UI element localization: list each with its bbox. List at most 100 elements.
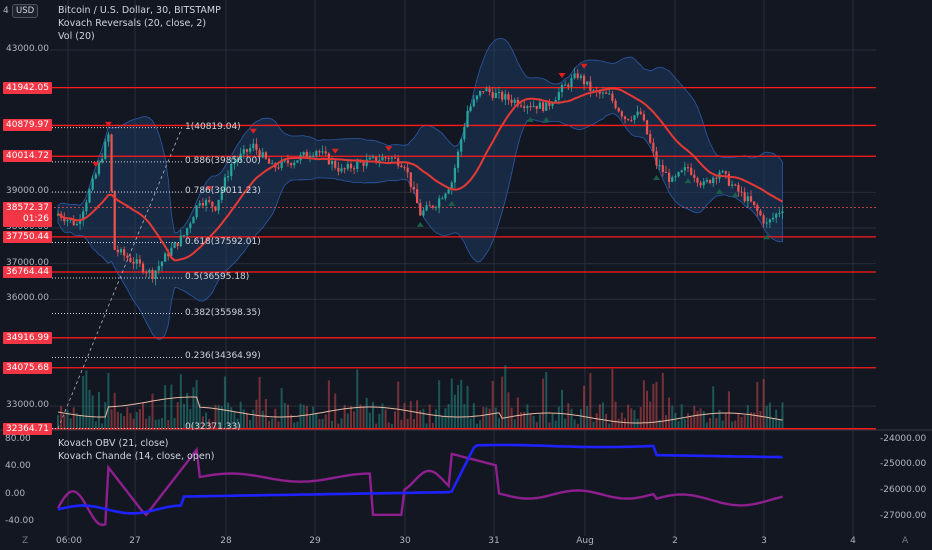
candle-body xyxy=(582,75,586,85)
candle-body xyxy=(422,210,425,216)
candle-body xyxy=(564,84,567,86)
candle-body xyxy=(208,200,211,202)
volume-bar xyxy=(419,410,422,428)
volume-bar xyxy=(409,401,412,428)
candle-body xyxy=(252,143,255,149)
volume-bar xyxy=(79,414,82,428)
volume-bar xyxy=(746,405,749,428)
candle-body xyxy=(88,189,91,203)
zoom-button[interactable]: Z xyxy=(22,536,29,546)
candle-body xyxy=(211,201,214,207)
candle-body xyxy=(456,151,460,168)
candle-body xyxy=(721,171,724,173)
price-axis-label: 39000.00 xyxy=(6,186,49,197)
volume-bar xyxy=(595,413,598,428)
candle-body xyxy=(107,134,110,142)
legend-kovach-chande[interactable]: Kovach Chande (14, close, open) xyxy=(58,451,215,462)
bar-countdown: 01:26 xyxy=(23,213,49,224)
candle-body xyxy=(290,163,293,166)
fib-level-label: 0.786(39011.23) xyxy=(185,186,261,196)
oscillator-axis-label: 80.00 xyxy=(5,434,31,445)
candle-body xyxy=(409,172,412,187)
volume-bar xyxy=(750,412,752,428)
volume-bar xyxy=(60,405,63,428)
volume-bar xyxy=(142,402,145,428)
volume-bar xyxy=(249,419,252,428)
volume-bar xyxy=(173,417,176,428)
volume-bar xyxy=(674,412,677,428)
reversal-up-marker xyxy=(731,192,739,198)
candle-body xyxy=(570,78,573,87)
candle-body xyxy=(510,99,513,103)
price-chart[interactable] xyxy=(0,0,932,431)
volume-bar xyxy=(680,404,683,428)
reversal-up-marker xyxy=(448,200,456,206)
level-price-tag: 36764.44 xyxy=(3,266,52,278)
candle-body xyxy=(293,162,296,166)
candle-body xyxy=(82,211,85,221)
reversal-up-marker xyxy=(527,116,534,122)
volume-bar xyxy=(453,394,456,428)
volume-bar xyxy=(227,402,230,428)
candle-body xyxy=(428,205,431,207)
candle-body xyxy=(123,249,126,256)
reversal-down-marker xyxy=(385,146,393,152)
volume-bar xyxy=(460,379,463,428)
volume-bar xyxy=(655,381,658,428)
candle-body xyxy=(63,217,66,222)
candle-body xyxy=(542,102,545,111)
volume-bar xyxy=(331,420,334,428)
indicator-pane[interactable] xyxy=(0,431,932,536)
volume-bar xyxy=(712,386,715,428)
volume-bar xyxy=(195,380,198,428)
volume-bar xyxy=(529,413,532,428)
candle-body xyxy=(337,167,340,172)
volume-bar xyxy=(592,421,595,428)
volume-bar xyxy=(516,397,519,428)
candle-body xyxy=(110,134,113,191)
candle-body xyxy=(113,190,116,250)
candle-body xyxy=(737,184,740,192)
volume-bar xyxy=(283,403,286,428)
candle-body xyxy=(214,206,217,211)
currency-badge[interactable]: USD xyxy=(12,4,39,18)
volume-bar xyxy=(261,410,264,428)
volume-bar xyxy=(258,376,261,428)
volume-bar xyxy=(214,404,217,428)
candle-body xyxy=(731,184,734,186)
candle-body xyxy=(138,259,141,264)
candle-body xyxy=(699,182,702,186)
volume-bar xyxy=(277,421,280,428)
volume-bar xyxy=(494,407,497,428)
volume-bar xyxy=(608,423,611,428)
volume-bar xyxy=(557,406,560,428)
volume-bar xyxy=(554,420,557,428)
volume-bar xyxy=(469,418,472,428)
candle-body xyxy=(236,159,239,162)
volume-bar xyxy=(523,411,526,428)
fib-level-label: 0.5(36595.18) xyxy=(185,272,250,283)
candle-body xyxy=(160,261,164,267)
candle-body xyxy=(696,177,699,183)
candle-body xyxy=(312,155,315,157)
legend-symbol[interactable]: Bitcoin / U.S. Dollar, 30, BITSTAMP xyxy=(58,5,221,16)
price-axis-label: 38000.00 xyxy=(6,222,49,232)
volume-bar xyxy=(781,402,784,428)
candle-body xyxy=(756,205,759,211)
candle-body xyxy=(532,105,535,107)
candle-body xyxy=(157,266,160,271)
price-axis-label: 33000.00 xyxy=(6,400,49,411)
candle-body xyxy=(97,162,101,175)
candle-body xyxy=(501,91,504,100)
auto-scale-button[interactable]: A xyxy=(902,536,909,546)
volume-bar xyxy=(721,420,724,428)
time-axis-label: 27 xyxy=(129,536,141,546)
candle-body xyxy=(371,156,375,158)
volume-bar xyxy=(223,376,226,428)
legend-volume[interactable]: Vol (20) xyxy=(58,31,95,42)
volume-bar xyxy=(570,408,573,428)
volume-bar xyxy=(485,407,488,428)
candle-body xyxy=(151,269,154,279)
legend-kovach-reversals[interactable]: Kovach Reversals (20, close, 2) xyxy=(58,18,207,29)
legend-kovach-obv[interactable]: Kovach OBV (21, close) xyxy=(58,438,169,449)
